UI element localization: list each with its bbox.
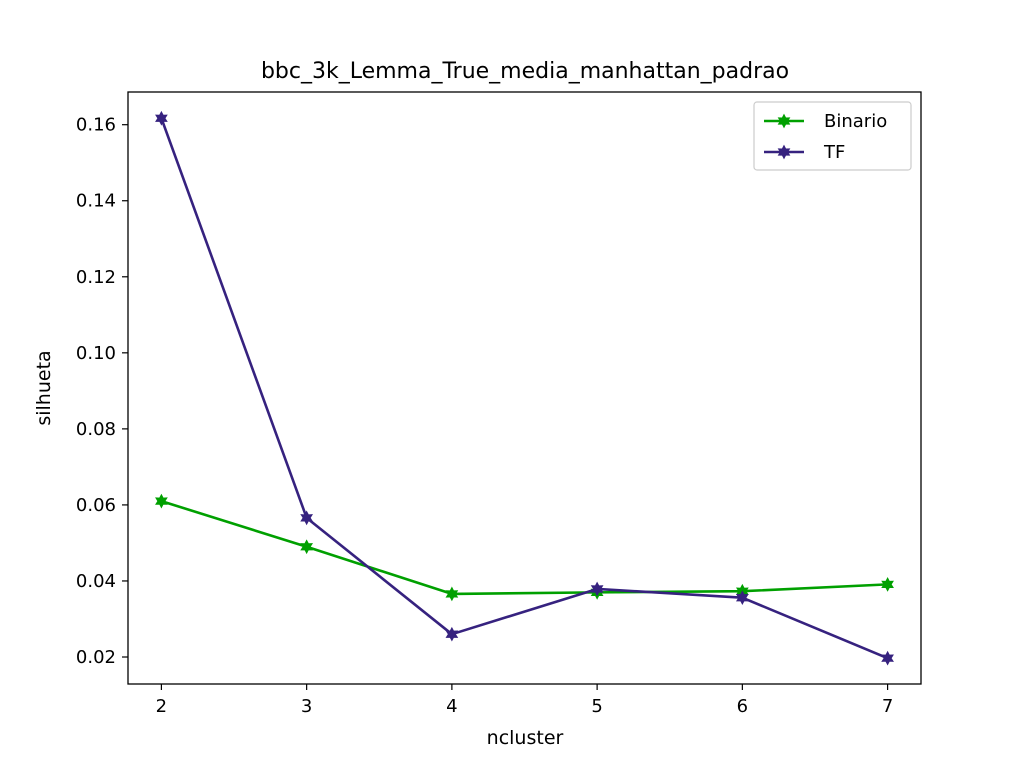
y-tick-label: 0.10 [76,343,116,364]
x-tick-label: 3 [301,696,312,717]
legend-swatch-marker [777,144,791,160]
data-point-tf [590,581,604,597]
y-tick-label: 0.12 [76,267,116,288]
data-point-binario [881,577,894,592]
x-tick-label: 4 [446,696,457,717]
x-tick-label: 6 [737,696,748,717]
data-point-tf [300,510,314,526]
y-tick-label: 0.04 [76,571,116,592]
x-tick-label: 5 [591,696,602,717]
data-point-tf [445,626,459,642]
data-point-tf [155,110,168,126]
legend-label: Binario [824,111,887,132]
data-point-tf [881,650,894,666]
data-point-binario [300,539,314,555]
data-point-tf [735,590,749,606]
chart-title: bbc_3k_Lemma_True_media_manhattan_padrao [261,59,789,84]
legend-item-tf: TF [764,142,845,163]
data-point-binario [445,586,459,602]
legend-swatch-marker [777,113,791,129]
y-axis-label: silhueta [33,350,55,425]
series-tf [155,110,894,666]
x-tick-label: 7 [882,696,893,717]
legend: Binario TF [753,101,912,171]
plot-frame [127,91,922,685]
series-binario [155,493,894,602]
y-tick-label: 0.06 [76,495,116,516]
legend-label: TF [823,142,845,163]
y-tick-label: 0.16 [76,115,116,136]
data-point-binario [155,493,168,509]
series-line-binario [161,499,888,596]
x-axis-label: ncluster [487,727,564,749]
x-tick-label: 2 [156,696,167,717]
y-tick-label: 0.02 [76,647,116,668]
series-layer [155,110,894,666]
y-tick-label: 0.08 [76,419,116,440]
x-axis-ticks: 2 3 4 5 6 7 [156,684,893,717]
y-tick-label: 0.14 [76,191,116,212]
series-line-tf [160,117,889,660]
y-axis-ticks: 0.02 0.04 0.06 0.08 0.10 0.12 0.14 0.16 [76,115,128,668]
legend-item-binario: Binario [764,111,887,132]
